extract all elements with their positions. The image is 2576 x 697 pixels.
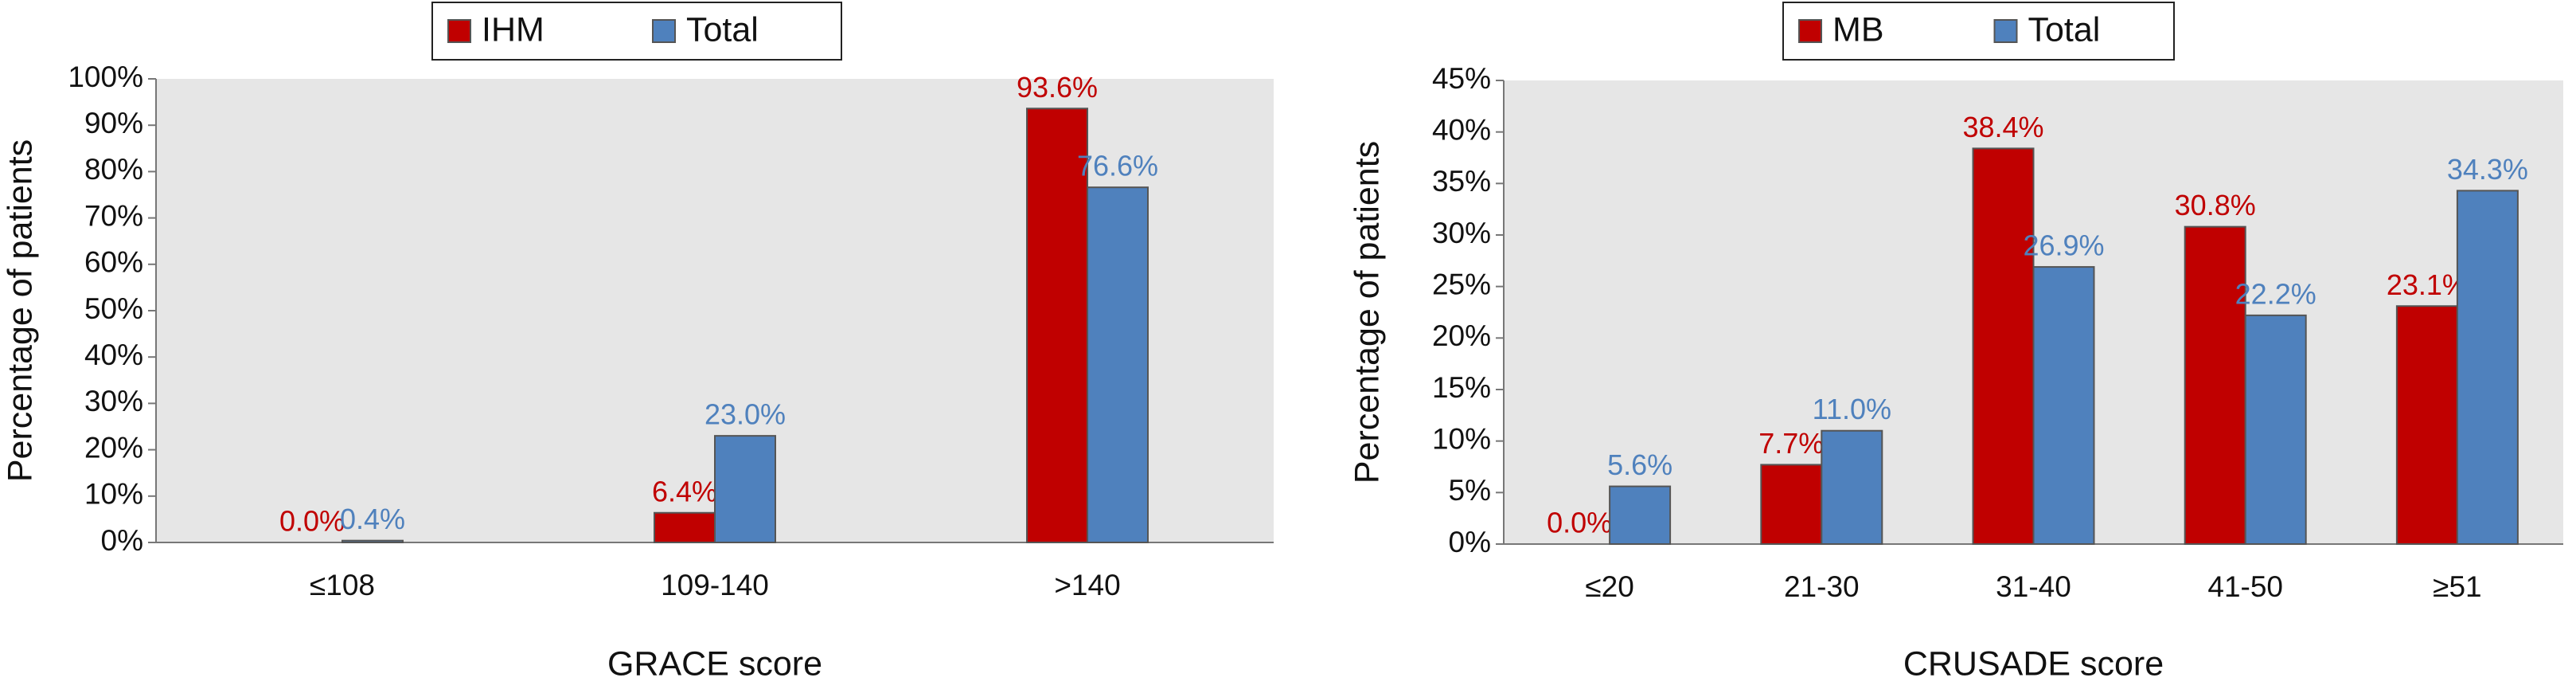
bar [1972,147,2035,546]
x-tick-label: >140 [1054,569,1120,601]
legend-box [431,2,842,61]
value-label: 5.6% [1607,448,1672,481]
bar [2395,305,2458,545]
y-tick-label: 20% [84,431,143,464]
value-label: 93.6% [1017,71,1098,104]
y-tick-label: 50% [84,292,143,325]
y-tick-label: 80% [84,153,143,186]
y-tick-label: 40% [1432,113,1491,146]
y-tick-label: 0% [1449,526,1491,558]
bar [1821,429,1883,545]
y-tick-label: 70% [84,199,143,232]
legend-box [1782,2,2175,61]
legend-label: IHM [482,10,544,49]
value-label: 7.7% [1758,427,1824,460]
value-label: 6.4% [652,475,717,507]
y-axis-title: Percentage of patients [1,139,39,482]
y-tick-label: 5% [1449,474,1491,507]
y-tick-label: 10% [84,478,143,511]
legend-swatch [447,19,471,43]
x-tick-label: 109-140 [661,569,769,601]
value-label: 0.0% [279,505,345,538]
value-label: 38.4% [1962,111,2043,143]
x-tick-label: 41-50 [2207,570,2283,603]
value-label: 23.1% [2387,268,2468,301]
y-tick-label: 30% [84,385,143,417]
value-label: 26.9% [2023,229,2104,262]
value-label: 23.0% [704,398,786,431]
y-tick-label: 15% [1432,371,1491,404]
y-axis-title: Percentage of patients [1348,141,1386,484]
y-tick-label: 30% [1432,217,1491,249]
x-tick-label: 31-40 [1996,570,2071,603]
legend-swatch [652,19,676,43]
y-tick-label: 20% [1432,319,1491,352]
x-tick-label: ≤108 [310,569,375,601]
bar [714,435,776,544]
x-tick-label: ≤20 [1585,570,1633,603]
legend-swatch [1993,19,2018,43]
x-axis-title: CRUSADE score [1903,644,2164,683]
value-label: 0.0% [1547,507,1612,539]
bar [1760,464,1823,545]
bar [2032,266,2095,545]
value-label: 34.3% [2447,153,2528,186]
bar [654,511,716,544]
legend-label: Total [2028,10,2101,49]
y-tick-label: 10% [1432,422,1491,455]
y-tick-label: 90% [84,107,143,139]
legend-swatch [1798,19,1822,43]
y-tick-label: 25% [1432,268,1491,300]
bar [2184,225,2246,545]
value-label: 11.0% [1813,393,1891,425]
value-label: 30.8% [2175,189,2256,221]
y-tick-label: 0% [101,524,143,557]
bar [342,539,404,543]
value-label: 0.4% [340,503,405,535]
x-tick-label: 21-30 [1784,570,1860,603]
legend-label: MB [1832,10,1884,49]
value-label: 22.2% [2235,277,2316,310]
x-tick-label: ≥51 [2433,570,2481,603]
y-tick-label: 35% [1432,165,1491,198]
y-tick-label: 45% [1432,62,1491,95]
y-tick-label: 100% [68,61,143,93]
bar [1026,108,1088,544]
y-tick-label: 60% [84,246,143,279]
y-tick-label: 40% [84,339,143,371]
bar [2456,190,2519,546]
x-axis-title: GRACE score [607,644,822,683]
legend-label: Total [686,10,759,49]
bar [2244,314,2307,545]
value-label: 76.6% [1077,150,1158,182]
bar [1609,485,1672,545]
bar [1087,186,1149,544]
